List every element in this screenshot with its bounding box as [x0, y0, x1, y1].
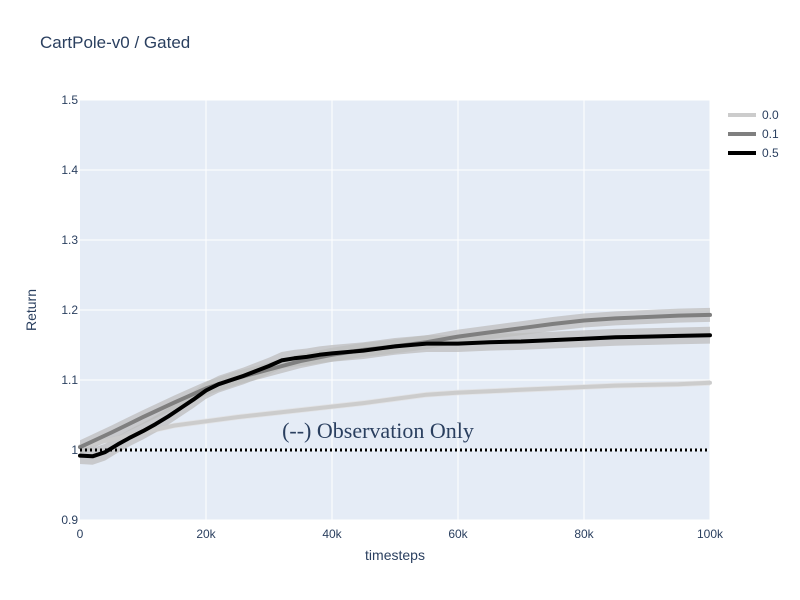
x-tick-label: 20k: [196, 527, 216, 541]
y-tick-label: 1: [71, 443, 78, 457]
y-tick-label: 1.2: [61, 303, 78, 317]
legend-label: 0.5: [762, 146, 779, 160]
x-tick-label: 80k: [574, 527, 594, 541]
annotation-text: (--) Observation Only: [282, 418, 474, 443]
error-band-0.1: [80, 307, 710, 455]
y-axis-ticks: 0.9 1 1.1 1.2 1.3 1.4 1.5: [61, 93, 78, 527]
x-tick-label: 100k: [697, 527, 724, 541]
y-axis-title: Return: [23, 289, 39, 331]
legend-item-0.5[interactable]: 0.5: [728, 146, 779, 160]
legend-item-0.0[interactable]: 0.0: [728, 108, 779, 122]
legend-item-0.1[interactable]: 0.1: [728, 127, 779, 141]
y-tick-label: 1.3: [61, 233, 78, 247]
x-tick-label: 60k: [448, 527, 468, 541]
y-tick-label: 1.5: [61, 93, 78, 107]
error-bands: [80, 307, 710, 465]
x-tick-label: 0: [77, 527, 84, 541]
x-tick-label: 40k: [322, 527, 342, 541]
x-axis-ticks: 0 20k 40k 60k 80k 100k: [77, 527, 724, 541]
y-tick-label: 1.4: [61, 163, 78, 177]
y-tick-label: 0.9: [61, 513, 78, 527]
legend-label: 0.0: [762, 108, 779, 122]
error-band-0.0: [80, 380, 710, 450]
chart-title: CartPole-v0 / Gated: [40, 33, 191, 52]
y-tick-label: 1.1: [61, 373, 78, 387]
error-band-0.5: [80, 326, 710, 465]
series-line-0.0: [78, 380, 712, 449]
legend-label: 0.1: [762, 127, 779, 141]
x-axis-title: timesteps: [365, 547, 425, 563]
series-line-0.5: [78, 333, 712, 459]
legend[interactable]: 0.0 0.1 0.5: [728, 108, 779, 160]
series-lines: [78, 312, 712, 459]
